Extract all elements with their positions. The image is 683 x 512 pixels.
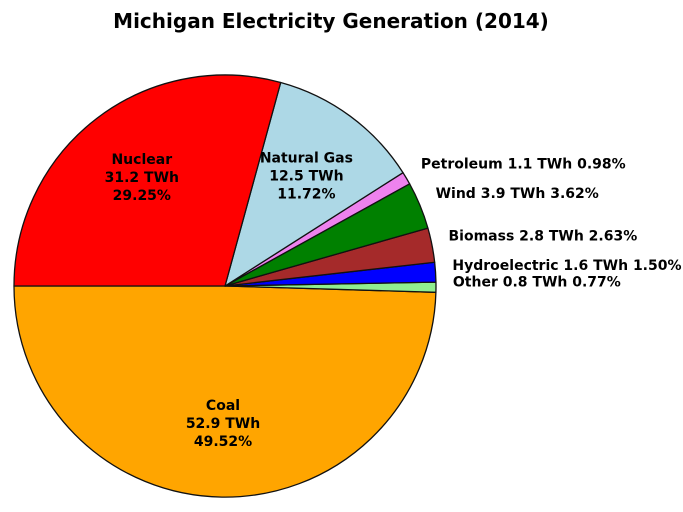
slice-label-biomass: Biomass 2.8 TWh 2.63% xyxy=(449,229,638,245)
slice-label-nuclear: Nuclear 31.2 TWh 29.25% xyxy=(105,152,179,204)
slice-label-other: Other 0.8 TWh 0.77% xyxy=(453,274,621,290)
slice-label-natural-gas: Natural Gas 12.5 TWh 11.72% xyxy=(260,151,353,203)
chart-title: Michigan Electricity Generation (2014) xyxy=(113,9,549,33)
slice-label-hydroelectric: Hydroelectric 1.6 TWh 1.50% xyxy=(452,258,681,274)
pie-slice-natural-gas xyxy=(224,81,404,287)
slice-label-petroleum: Petroleum 1.1 TWh 0.98% xyxy=(421,157,626,173)
slice-label-coal: Coal 52.9 TWh 49.52% xyxy=(186,398,260,450)
pie-slice-nuclear xyxy=(13,74,282,287)
pie-slice-coal xyxy=(13,285,437,498)
slice-label-wind: Wind 3.9 TWh 3.62% xyxy=(436,186,599,202)
